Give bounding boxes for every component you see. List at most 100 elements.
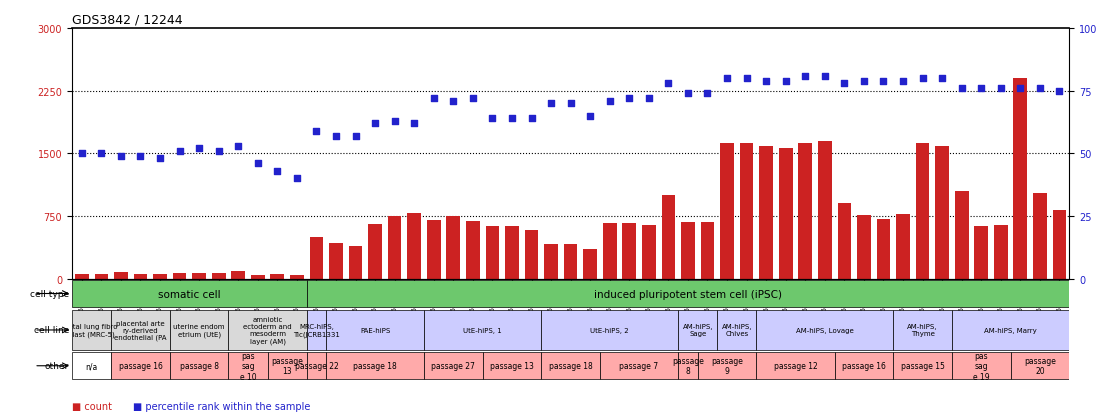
Bar <box>193 273 206 279</box>
Bar <box>757 353 834 379</box>
Bar <box>678 310 717 351</box>
Text: UtE-hiPS, 1: UtE-hiPS, 1 <box>463 327 502 333</box>
Point <box>171 148 188 155</box>
Bar <box>170 353 228 379</box>
Point <box>815 73 833 80</box>
Point <box>835 81 853 87</box>
Text: AM-hiPS,
Chives: AM-hiPS, Chives <box>721 324 752 337</box>
Bar <box>307 280 1069 308</box>
Bar <box>603 223 616 279</box>
Bar <box>326 353 424 379</box>
Bar <box>757 310 893 351</box>
Bar <box>250 275 265 279</box>
Text: fetal lung fibro
blast (MRC-5): fetal lung fibro blast (MRC-5) <box>65 323 117 337</box>
Point <box>973 85 991 92</box>
Text: PAE-hiPS: PAE-hiPS <box>360 327 390 333</box>
Point <box>288 176 306 182</box>
Point <box>659 81 677 87</box>
Bar <box>270 274 284 279</box>
Point <box>1050 88 1068 95</box>
Bar <box>893 353 952 379</box>
Bar <box>134 274 147 279</box>
Bar <box>228 310 307 351</box>
Text: AM-hiPS,
Sage: AM-hiPS, Sage <box>683 324 712 337</box>
Point <box>209 148 227 155</box>
Bar <box>326 310 424 351</box>
Point <box>268 168 286 175</box>
Point <box>797 73 814 80</box>
Bar <box>955 192 968 279</box>
Bar <box>232 271 245 279</box>
Bar <box>896 215 910 279</box>
Bar <box>424 353 483 379</box>
Bar <box>153 274 167 279</box>
Text: passage 15: passage 15 <box>901 361 944 370</box>
Point <box>92 151 110 157</box>
Bar <box>485 226 500 279</box>
Text: passage 18: passage 18 <box>353 361 397 370</box>
Bar <box>307 310 326 351</box>
Bar <box>720 144 733 279</box>
Point <box>992 85 1009 92</box>
Text: passage 22: passage 22 <box>295 361 338 370</box>
Point <box>73 151 91 157</box>
Point <box>308 128 326 135</box>
Text: cell type: cell type <box>30 289 69 298</box>
Point <box>738 76 756 82</box>
Text: AM-hiPS, Lovage: AM-hiPS, Lovage <box>796 327 853 333</box>
Point <box>347 133 365 140</box>
Bar <box>681 222 695 279</box>
Point <box>894 78 912 85</box>
Bar <box>583 250 597 279</box>
Bar <box>818 142 832 279</box>
Text: pas
sag
e 10: pas sag e 10 <box>239 351 256 381</box>
Text: UtE-hiPS, 2: UtE-hiPS, 2 <box>591 327 629 333</box>
Bar <box>228 353 267 379</box>
Text: ■ percentile rank within the sample: ■ percentile rank within the sample <box>133 401 310 411</box>
Bar <box>1033 194 1047 279</box>
Point <box>406 121 423 127</box>
Text: uterine endom
etrium (UtE): uterine endom etrium (UtE) <box>173 323 225 337</box>
Bar <box>408 213 421 279</box>
Text: pas
sag
e 19: pas sag e 19 <box>973 351 989 381</box>
Bar <box>893 310 952 351</box>
Point <box>483 116 501 122</box>
Bar <box>759 147 773 279</box>
Bar <box>544 244 558 279</box>
Bar <box>915 144 930 279</box>
Point <box>424 96 442 102</box>
Point <box>229 143 247 150</box>
Point <box>503 116 521 122</box>
Text: somatic cell: somatic cell <box>158 289 220 299</box>
Text: passage 16: passage 16 <box>842 361 886 370</box>
Point <box>757 78 774 85</box>
Bar <box>307 353 326 379</box>
Bar <box>799 144 812 279</box>
Bar <box>349 247 362 279</box>
Text: passage
13: passage 13 <box>271 356 304 375</box>
Bar <box>75 274 89 279</box>
Bar <box>170 310 228 351</box>
Text: passage 12: passage 12 <box>773 361 818 370</box>
Bar <box>309 237 324 279</box>
Bar <box>678 353 698 379</box>
Bar <box>111 310 170 351</box>
Point <box>151 156 168 162</box>
Point <box>367 121 384 127</box>
Bar <box>623 223 636 279</box>
Bar <box>72 310 111 351</box>
Bar <box>94 274 109 279</box>
Text: passage 16: passage 16 <box>119 361 163 370</box>
Bar <box>858 216 871 279</box>
Point <box>444 98 462 105</box>
Bar <box>994 225 1007 279</box>
Bar <box>740 144 753 279</box>
Text: cell line: cell line <box>33 326 69 335</box>
Bar <box>779 149 792 279</box>
Text: passage 8: passage 8 <box>179 361 218 370</box>
Text: passage 18: passage 18 <box>548 361 593 370</box>
Bar <box>483 353 542 379</box>
Point <box>855 78 873 85</box>
Point <box>191 146 208 152</box>
Text: MRC-hiPS,
Tic(JCRB1331: MRC-hiPS, Tic(JCRB1331 <box>293 323 340 337</box>
